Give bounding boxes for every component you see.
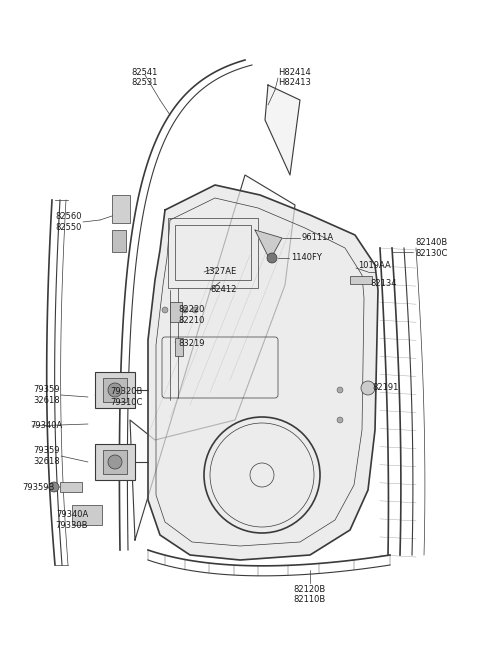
- Bar: [103, 378, 127, 402]
- Polygon shape: [265, 85, 300, 175]
- Bar: [175, 338, 183, 356]
- Polygon shape: [130, 175, 295, 540]
- Text: 79359
32618: 79359 32618: [34, 446, 60, 466]
- Circle shape: [337, 387, 343, 393]
- Text: 79320B
79310C: 79320B 79310C: [110, 387, 143, 407]
- Bar: [350, 276, 372, 284]
- Circle shape: [49, 482, 59, 492]
- Circle shape: [162, 307, 168, 313]
- Text: 79359
32618: 79359 32618: [34, 385, 60, 405]
- Text: 82120B
82110B: 82120B 82110B: [294, 585, 326, 604]
- Bar: [95, 372, 135, 408]
- Text: 1327AE: 1327AE: [204, 268, 236, 276]
- Bar: [95, 444, 135, 480]
- Text: 82541
82531: 82541 82531: [132, 68, 158, 87]
- Circle shape: [108, 455, 122, 469]
- Text: H82414
H82413: H82414 H82413: [278, 68, 311, 87]
- Text: 1140FY: 1140FY: [291, 253, 322, 262]
- Text: 82191: 82191: [372, 384, 398, 392]
- Bar: [72, 505, 102, 525]
- Text: 82140B
82130C: 82140B 82130C: [415, 238, 447, 258]
- Circle shape: [182, 307, 188, 313]
- Text: 82560
82550: 82560 82550: [56, 213, 82, 232]
- Bar: [60, 482, 82, 492]
- Circle shape: [337, 417, 343, 423]
- Text: 79340A
79330B: 79340A 79330B: [56, 510, 88, 529]
- Text: 82134: 82134: [370, 279, 396, 287]
- Polygon shape: [148, 185, 378, 560]
- Bar: [112, 195, 130, 223]
- Circle shape: [192, 307, 198, 313]
- Text: 1019AA: 1019AA: [358, 260, 391, 270]
- Circle shape: [267, 253, 277, 263]
- Circle shape: [172, 307, 178, 313]
- Bar: [170, 302, 182, 322]
- Text: 79359B: 79359B: [22, 483, 54, 493]
- Bar: [112, 230, 126, 252]
- Circle shape: [361, 381, 375, 395]
- Text: 82412: 82412: [210, 285, 236, 295]
- Circle shape: [108, 383, 122, 397]
- Text: 82220
82210: 82220 82210: [178, 305, 204, 325]
- Text: 83219: 83219: [178, 340, 204, 348]
- Bar: [175, 225, 251, 280]
- Text: 96111A: 96111A: [302, 234, 334, 243]
- Text: 79340A: 79340A: [30, 422, 62, 430]
- Bar: [168, 218, 258, 288]
- Polygon shape: [255, 230, 282, 260]
- Bar: [103, 450, 127, 474]
